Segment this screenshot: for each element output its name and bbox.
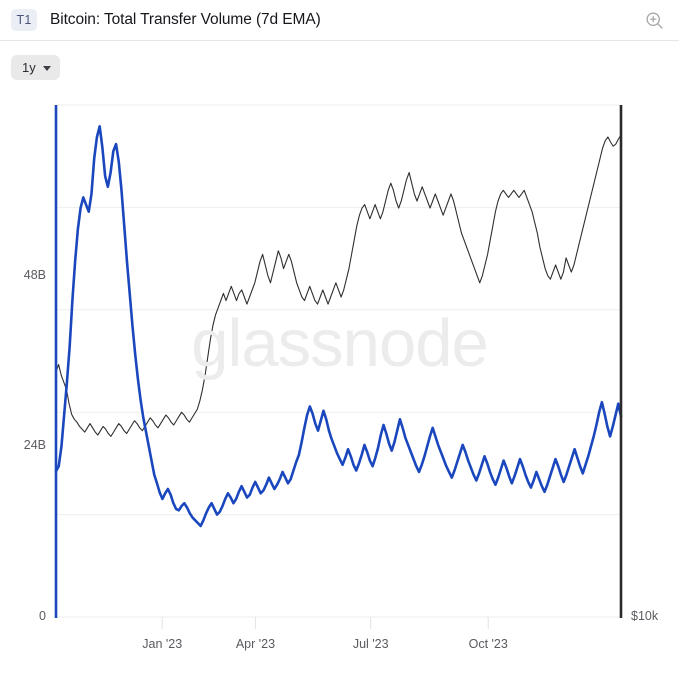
chart-canvas[interactable]: glassnode 0 24B 48B $10k Jan '23 Apr '23 Jul '…	[0, 92, 679, 675]
y-axis-tick-label: 24B	[23, 438, 46, 453]
widget-header: T1 Bitcoin: Total Transfer Volume (7d EM…	[0, 0, 679, 41]
x-axis-tick-label: Oct '23	[468, 637, 508, 651]
timeframe-dropdown[interactable]: 1y	[11, 55, 60, 80]
range-selector-row: 1y	[11, 55, 60, 80]
x-axis-tick-label: Apr '23	[235, 637, 276, 651]
chevron-down-icon	[42, 65, 51, 71]
x-axis-tick-label: Jan '23	[142, 637, 183, 651]
page-title: Bitcoin: Total Transfer Volume (7d EMA)	[50, 11, 321, 28]
magnifier-plus-icon[interactable]	[642, 8, 666, 32]
timeframe-label: 1y	[22, 60, 36, 75]
right-axis-tick-label: $10k	[631, 609, 659, 623]
y-axis-tick-label: 48B	[23, 267, 46, 282]
tier-badge: T1	[11, 9, 37, 31]
y-axis-tick-label: 0	[39, 609, 46, 623]
chart-plot	[54, 104, 623, 629]
x-axis-tick-label: Jul '23	[352, 637, 389, 651]
